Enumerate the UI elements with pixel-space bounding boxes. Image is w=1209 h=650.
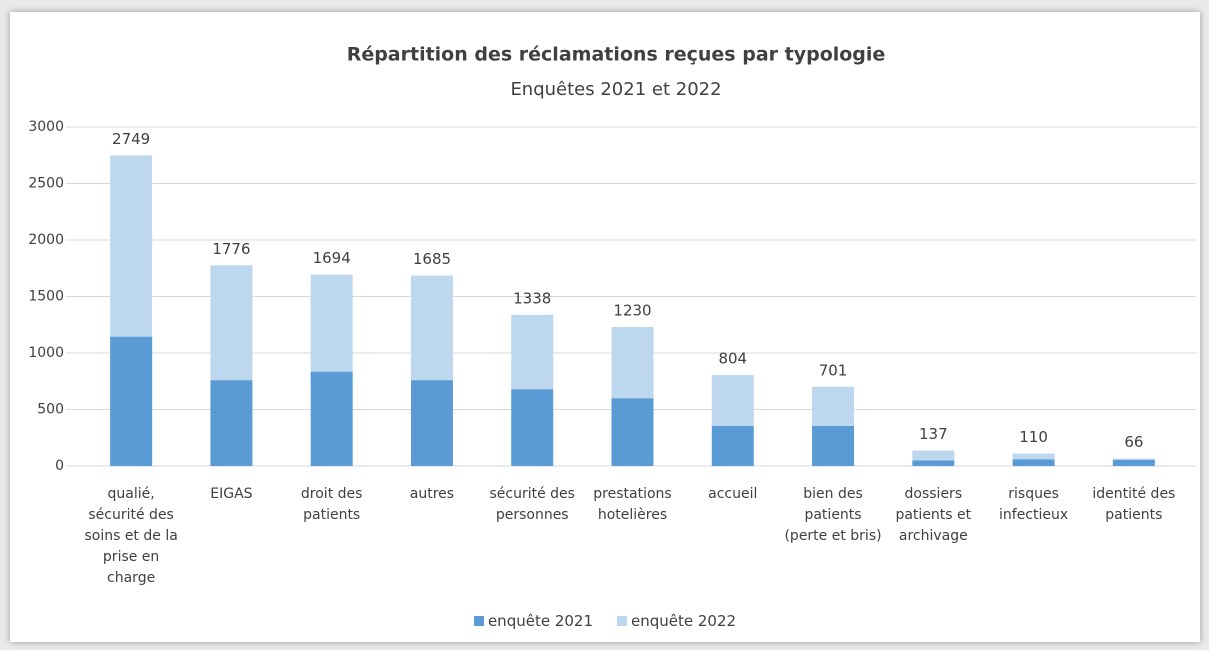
- bar-segment: [310, 274, 353, 372]
- legend-item: enquête 2022: [617, 612, 736, 630]
- bar-segment: [1012, 459, 1055, 466]
- y-tick-label: 2500: [28, 176, 64, 192]
- x-tick-label: autres: [409, 486, 455, 502]
- y-tick-label: 3000: [28, 119, 64, 135]
- y-tick-label: 0: [55, 458, 64, 474]
- bar-segment: [511, 389, 554, 466]
- chart-subtitle: Enquêtes 2021 et 2022: [510, 79, 721, 100]
- total-label: 1694: [313, 249, 351, 267]
- bar-segment: [310, 371, 353, 466]
- x-tick-label: qualié, sécurité des soins et de la pris…: [84, 486, 178, 586]
- legend-label: enquête 2022: [631, 612, 737, 630]
- total-label: 1230: [613, 302, 651, 320]
- bar-segment: [110, 336, 153, 466]
- chart-title: Répartition des réclamations reçues par …: [347, 44, 886, 66]
- x-tick-label: droit des patients: [300, 486, 363, 523]
- bar-segment: [210, 265, 253, 381]
- total-label: 137: [919, 425, 948, 443]
- bar-segment: [210, 380, 253, 466]
- bar-segment: [1112, 459, 1155, 466]
- x-tick-label: risques infectieux: [999, 486, 1069, 523]
- x-tick-label: accueil: [708, 486, 758, 502]
- y-tick-label: 500: [37, 402, 64, 418]
- x-tick-label: bien des patients (perte et bris): [784, 486, 882, 544]
- x-tick-label: identité des patients: [1092, 486, 1176, 523]
- legend-item: enquête 2021: [473, 612, 593, 630]
- chart-panel: Répartition des réclamations reçues par …: [10, 12, 1200, 642]
- bar-segment: [711, 375, 754, 426]
- bar-segment: [912, 460, 955, 466]
- bar-segment: [1112, 458, 1155, 460]
- total-label: 1685: [413, 250, 451, 268]
- chart: Répartition des réclamations reçues par …: [28, 44, 1196, 474]
- bar-segment: [812, 425, 855, 466]
- y-tick-label: 1000: [28, 345, 64, 361]
- legend-swatch: [617, 616, 627, 626]
- legend-swatch: [473, 616, 484, 626]
- legend: enquête 2021 enquête 2022: [10, 612, 1200, 630]
- total-label: 110: [1019, 428, 1048, 446]
- x-tick-label: dossiers patients et archivage: [895, 486, 972, 544]
- total-label: 1338: [513, 289, 551, 307]
- x-tick-label: prestations hotelières: [593, 486, 672, 523]
- bar-segment: [611, 327, 654, 399]
- x-tick-label: EIGAS: [210, 486, 253, 502]
- legend-label: enquête 2021: [487, 612, 593, 630]
- total-label: 804: [718, 350, 747, 368]
- bar-segment: [711, 425, 754, 466]
- total-label: 2749: [112, 130, 150, 148]
- total-label: 66: [1124, 433, 1143, 451]
- bar-segment: [1012, 453, 1055, 460]
- bar-segment: [410, 275, 453, 381]
- y-tick-label: 2000: [28, 232, 64, 248]
- bar-segment: [511, 314, 554, 390]
- bar-segment: [410, 380, 453, 466]
- total-label: 701: [819, 361, 848, 379]
- total-label: 1776: [212, 240, 250, 258]
- bar-segment: [110, 155, 153, 337]
- bar-segment: [812, 386, 855, 426]
- bar-segment: [912, 450, 955, 461]
- x-tick-label: sécurité des personnes: [489, 486, 575, 523]
- bar-segment: [611, 398, 654, 466]
- y-tick-label: 1500: [28, 289, 64, 305]
